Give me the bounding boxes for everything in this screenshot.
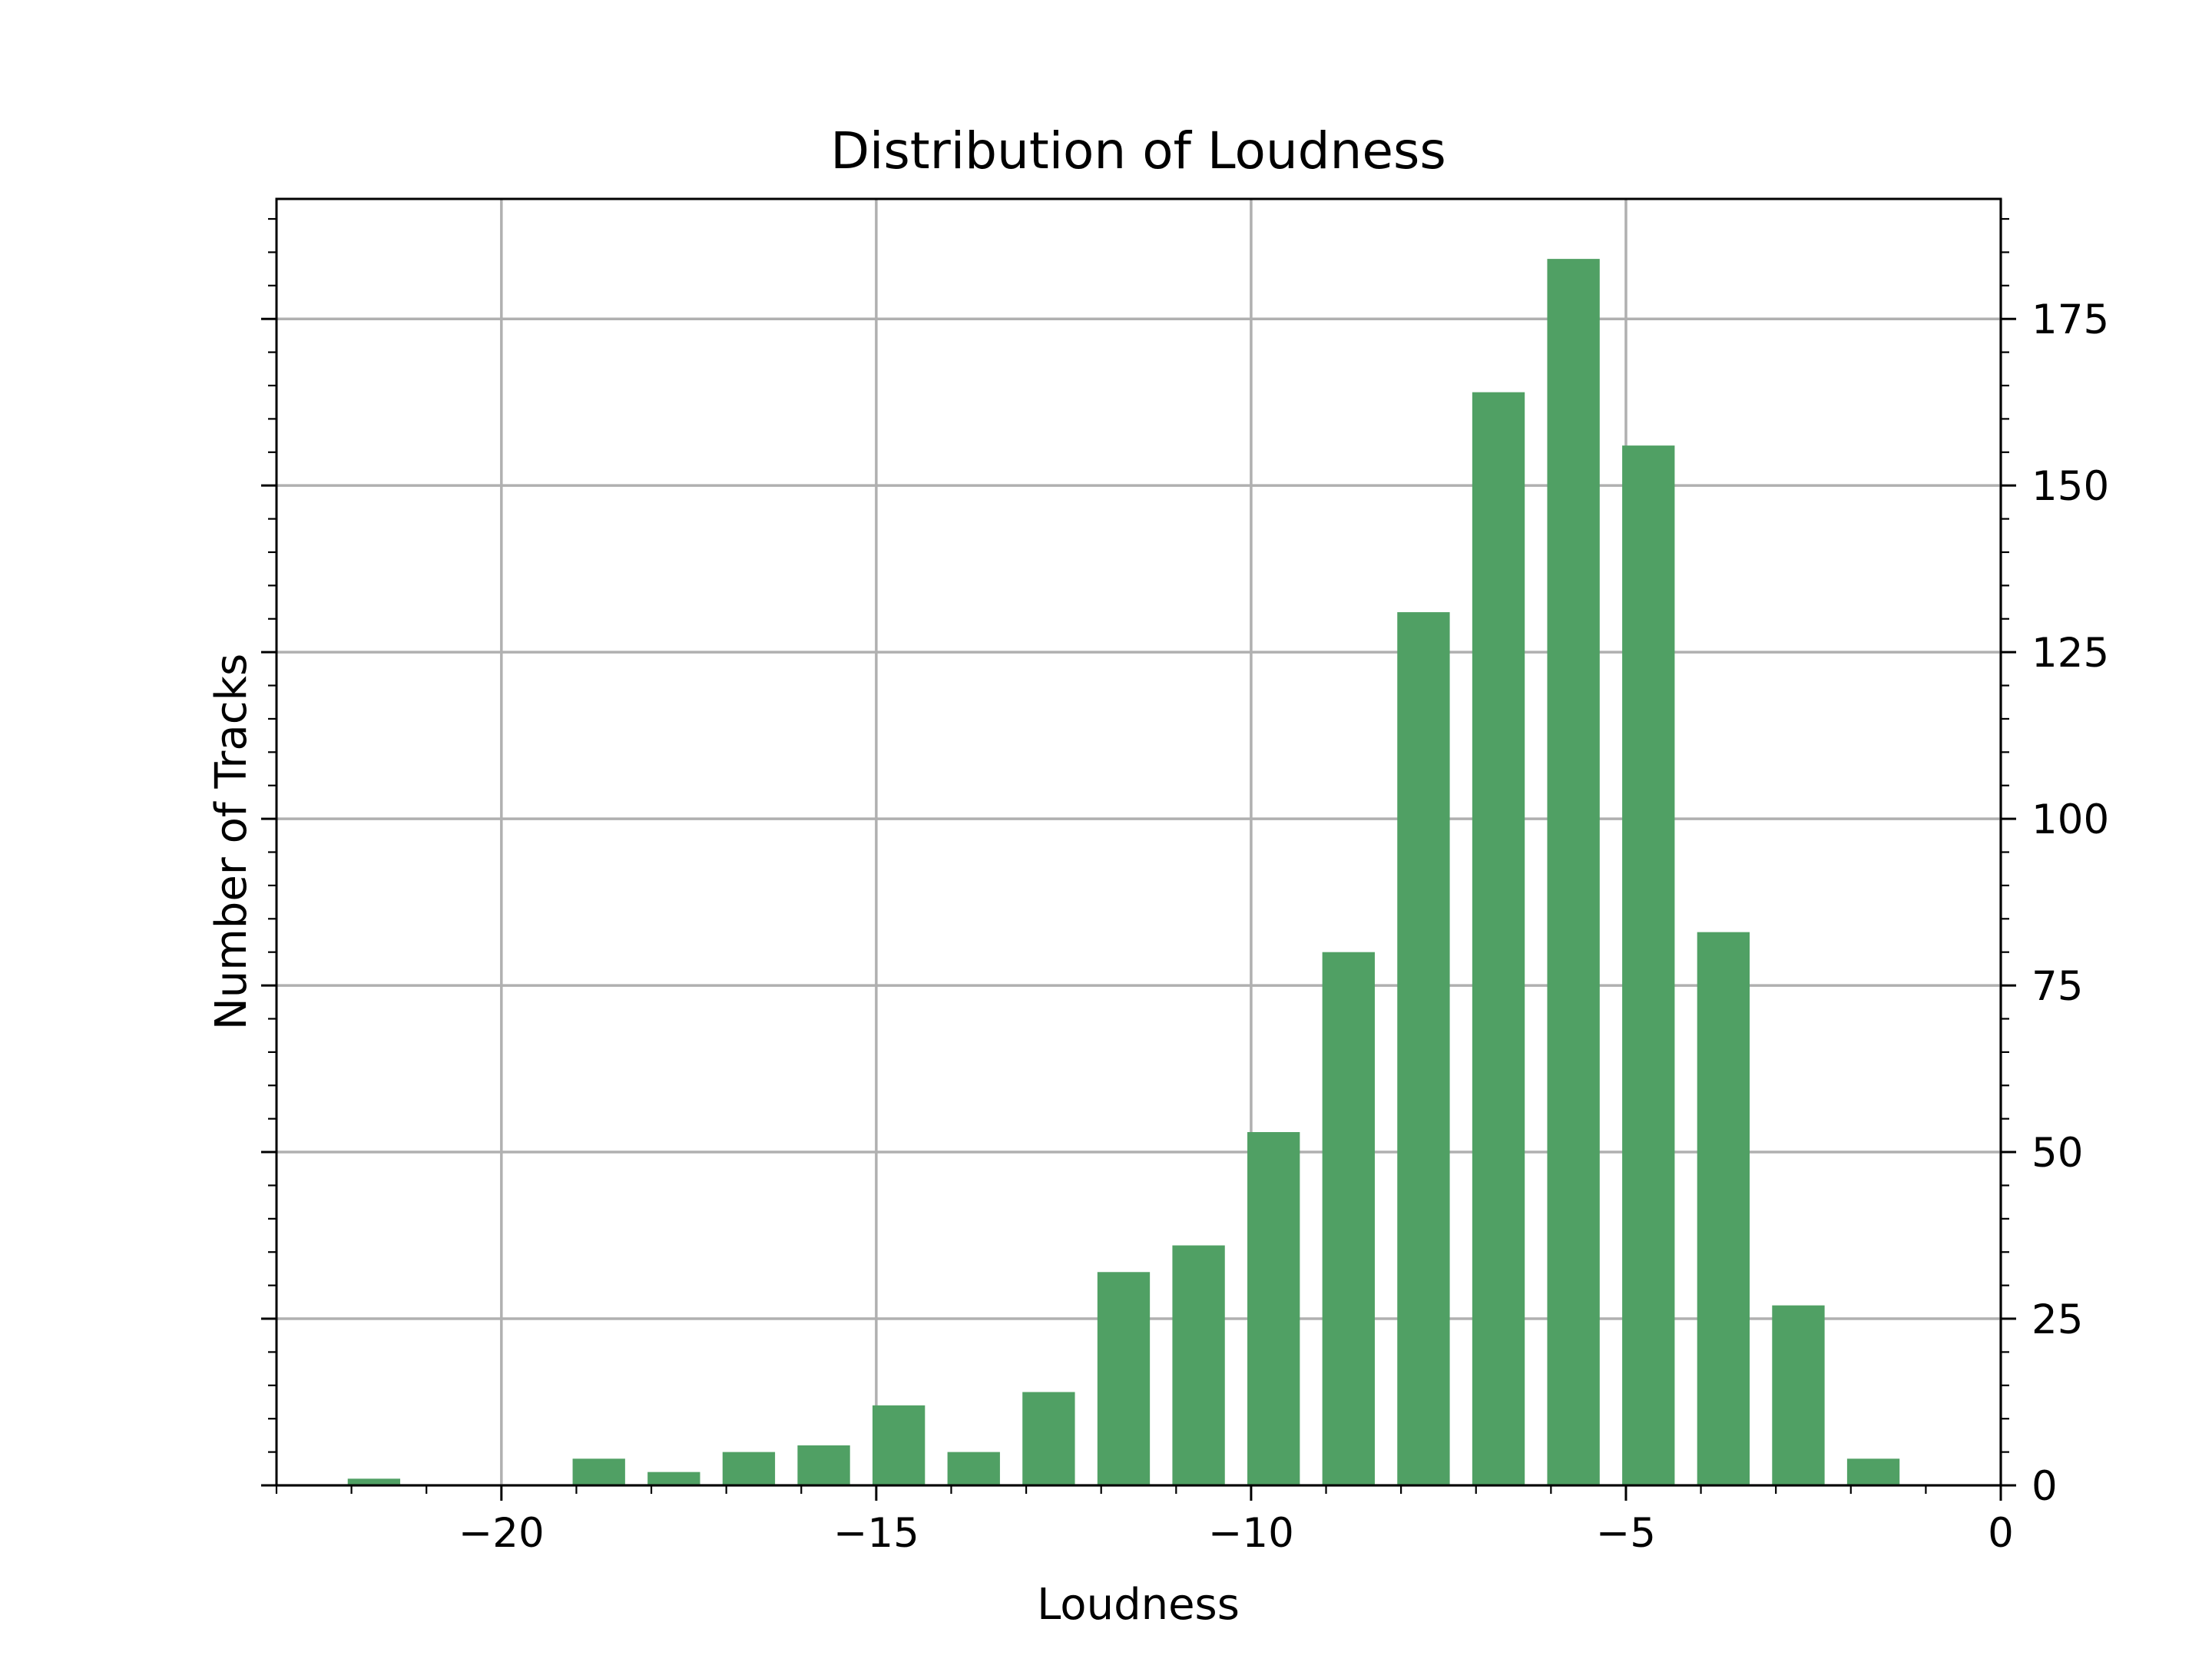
y-tick-label: 175 (2032, 296, 2109, 343)
y-tick-label: 100 (2032, 796, 2109, 843)
y-tick-label: 0 (2032, 1463, 2058, 1510)
histogram-bar (1097, 1272, 1151, 1485)
y-tick-label: 125 (2032, 630, 2109, 677)
x-tick-label: −10 (1208, 1510, 1294, 1557)
histogram-bar (947, 1452, 1000, 1485)
x-tick-label: 0 (1988, 1510, 2014, 1557)
y-tick-label: 50 (2032, 1130, 2083, 1177)
x-axis-label: Loudness (1037, 1580, 1240, 1630)
histogram-bar (647, 1472, 700, 1485)
histogram-bar (1172, 1245, 1225, 1485)
plot-frame (275, 197, 2002, 1487)
x-tick-label: −20 (459, 1510, 545, 1557)
histogram-bar (1547, 259, 1600, 1486)
histogram-bar (1846, 1458, 1900, 1485)
histogram-bar (347, 1478, 401, 1485)
x-tick-label: −15 (833, 1510, 919, 1557)
histogram-bar (872, 1405, 926, 1485)
bars-layer (347, 259, 1900, 1486)
ticks-layer: −20 −15 −10 −5 00 25 50 75 100 125 150 175 (261, 217, 2109, 1557)
histogram-bar (1397, 612, 1450, 1485)
histogram-bar (797, 1445, 850, 1485)
y-tick-label: 150 (2032, 463, 2109, 510)
histogram-bar (722, 1452, 776, 1485)
histogram-bar (572, 1458, 625, 1485)
histogram-bar (1022, 1392, 1075, 1485)
y-tick-label: 75 (2032, 963, 2083, 1010)
x-tick-label: −5 (1596, 1510, 1656, 1557)
histogram-bar (1322, 952, 1375, 1485)
histogram-bar (1772, 1305, 1825, 1485)
histogram-bar (1247, 1132, 1300, 1485)
histogram-bar (1472, 392, 1525, 1485)
grid-layer (276, 199, 2002, 1487)
chart-title: Distribution of Loudness (830, 121, 1446, 180)
histogram-bar (1697, 932, 1750, 1485)
y-tick-label: 25 (2032, 1296, 2083, 1343)
histogram-bar (1622, 445, 1675, 1485)
y-axis-label: Number of Tracks (207, 654, 257, 1030)
